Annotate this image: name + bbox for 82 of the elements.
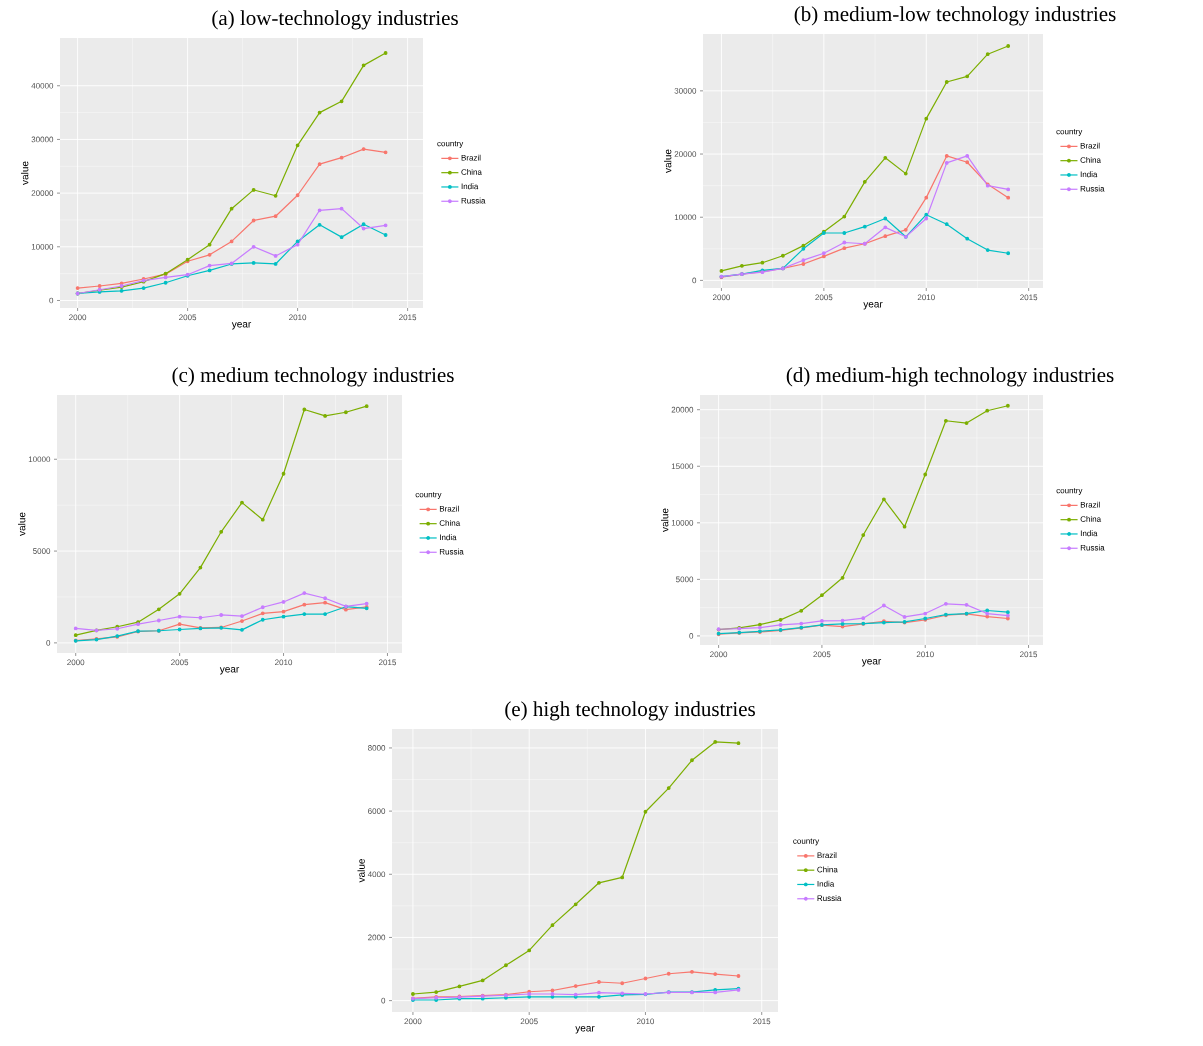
y-axis-title: value [21,161,29,185]
legend-label: China [817,866,838,873]
y-tick-label: 10000 [31,243,54,250]
x-tick-label: 2000 [404,1018,422,1025]
x-tick-label: 2000 [712,294,731,301]
y-tick-label: 4000 [367,871,386,878]
legend-title: country [1056,129,1083,136]
x-axis-title: year [863,302,883,310]
y-tick-label: 0 [46,640,51,646]
y-tick-label: 10000 [671,519,694,526]
legend-label: India [1080,530,1098,537]
x-tick-label: 2015 [1020,651,1038,658]
y-tick-label: 6000 [368,808,386,814]
x-axis-title: year [861,659,882,667]
x-tick-label: 2000 [710,651,728,658]
legend-label: India [461,183,479,190]
x-tick-label: 2010 [289,314,307,321]
x-axis-title: year [575,1026,595,1034]
y-tick-label: 8000 [368,745,386,751]
legend-label: China [1080,157,1101,163]
y-tick-label: 30000 [31,136,54,143]
y-axis-title: value [661,508,669,532]
legend-label: Brazil [439,505,459,512]
x-tick-label: 2005 [815,294,833,301]
y-tick-label: 20000 [674,151,697,157]
x-tick-label: 2015 [1020,294,1038,301]
chart-title: (a) low-technology industries [212,10,458,30]
y-tick-label: 5000 [32,548,51,554]
legend-label: India [440,534,457,541]
legend-label: India [817,880,835,887]
legend-label: Brazil [1080,501,1100,508]
y-tick-label: 20000 [31,190,54,196]
y-tick-label: 15000 [671,463,694,470]
legend-label: Russia [1080,185,1105,192]
legend-label: Russia [817,895,842,901]
chart-title: (d) medium-high technology industries [786,367,1114,387]
x-tick-label: 2015 [753,1018,771,1025]
x-tick-label: 2015 [399,314,417,321]
legend-title: country [1056,488,1083,495]
legend-label: Brazil [461,154,481,161]
x-tick-label: 2010 [917,294,935,301]
y-tick-label: 2000 [368,934,386,941]
y-tick-label: 5000 [675,576,694,583]
y-tick-label: 10000 [28,456,51,463]
legend-title: country [437,141,464,148]
y-tick-label: 0 [692,277,697,284]
chart-title: (e) high technology industries [505,701,755,721]
legend-label: Russia [439,548,464,555]
legend-label: China [439,520,461,526]
x-axis-title: year [231,322,252,330]
x-tick-label: 2005 [179,314,197,321]
legend-title: country [415,492,442,499]
y-axis-title: value [18,512,26,536]
y-tick-label: 0 [689,633,694,639]
x-tick-label: 2000 [67,659,85,666]
legend-label: China [1080,516,1102,522]
legend-label: China [461,169,482,175]
y-tick-label: 10000 [674,214,697,221]
x-tick-label: 2010 [916,651,934,658]
x-tick-label: 2015 [378,659,397,666]
y-axis-title: value [664,149,672,173]
legend-title: country [793,838,820,846]
legend-label: Russia [461,197,486,204]
x-axis-title: year [219,667,240,675]
legend-label: Brazil [1080,142,1100,149]
x-tick-label: 2005 [813,651,831,658]
x-tick-label: 2000 [69,314,87,321]
x-tick-label: 2005 [171,659,189,666]
y-tick-label: 0 [381,997,386,1004]
y-tick-label: 0 [49,297,54,304]
legend-label: Russia [1080,544,1105,551]
y-tick-label: 40000 [31,82,54,89]
x-tick-label: 2005 [520,1018,538,1025]
legend-label: Brazil [817,852,837,859]
chart-title: (b) medium-low technology industries [794,6,1116,26]
x-tick-label: 2010 [636,1018,655,1025]
x-tick-label: 2010 [275,659,293,666]
chart-title: (c) medium technology industries [172,367,454,387]
y-axis-title: value [357,858,365,883]
legend-label: India [1080,171,1098,178]
y-tick-label: 30000 [674,88,697,94]
y-tick-label: 20000 [671,406,694,413]
